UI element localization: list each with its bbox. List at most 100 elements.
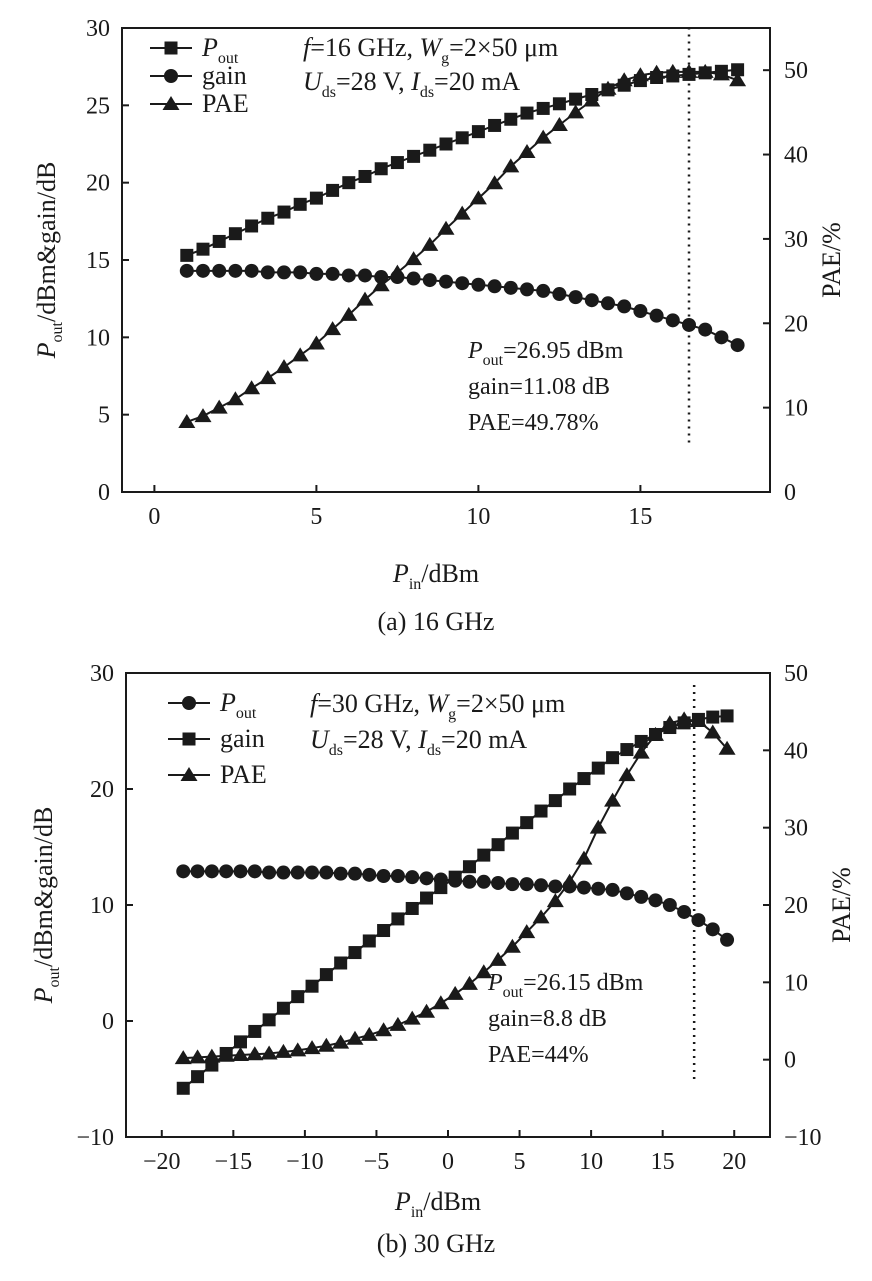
data-point: [503, 938, 521, 953]
data-point: [601, 296, 615, 311]
data-point: [210, 399, 228, 414]
legend-label: PAE: [202, 89, 249, 118]
data-point: [569, 92, 583, 106]
data-point: [334, 956, 348, 970]
data-point: [520, 282, 534, 297]
data-point: [455, 276, 470, 291]
data-point: [260, 1045, 278, 1060]
data-point: [405, 251, 423, 266]
legend-marker: [164, 69, 178, 83]
data-point: [706, 710, 720, 724]
data-point: [615, 72, 633, 87]
y-right-tick-label: 30: [784, 816, 808, 842]
data-point: [462, 860, 476, 874]
y-right-tick-label: 50: [784, 58, 808, 84]
data-point: [729, 72, 747, 87]
data-point: [475, 964, 493, 979]
legend-label: Pout: [201, 33, 239, 67]
conditions-text: f=16 GHz, Wg=2×50 μm: [303, 33, 558, 67]
y-left-tick-label: 0: [98, 480, 110, 506]
data-point: [204, 864, 219, 879]
x-tick-label: 5: [310, 504, 322, 530]
data-point: [261, 211, 275, 225]
data-point: [309, 266, 324, 281]
data-point: [680, 63, 698, 78]
legend-marker: [182, 696, 196, 710]
data-point: [228, 263, 243, 278]
data-point: [432, 995, 450, 1010]
data-point: [405, 870, 420, 885]
data-point: [519, 877, 534, 892]
data-point: [689, 712, 707, 727]
chart-panel-b: −20 −15 −10 −5 0 5 10 15 20 −10 0 10 20 30 −10 0 10 20 30 4…: [29, 661, 856, 1258]
data-point: [212, 263, 227, 278]
conditions-text: Uds=28 V, Ids=20 mA: [303, 67, 520, 101]
data-point: [648, 893, 663, 908]
y-left-tick-label: 20: [86, 171, 110, 197]
data-point: [305, 979, 319, 993]
data-point: [504, 112, 518, 126]
data-point: [388, 264, 406, 279]
data-point: [453, 205, 471, 220]
data-point: [552, 287, 567, 302]
data-point: [421, 236, 439, 251]
data-point: [469, 190, 487, 205]
panel-caption: (b) 30 GHz: [377, 1229, 495, 1258]
data-point: [275, 359, 293, 374]
legend-label: Pout: [219, 688, 257, 722]
y-right-axis-title: PAE/%: [827, 867, 856, 943]
data-point: [714, 330, 729, 345]
x-tick-label: −20: [143, 1149, 181, 1175]
data-point: [217, 1047, 235, 1062]
annotation-text: gain=8.8 dB: [488, 1006, 607, 1032]
data-point: [619, 886, 634, 901]
x-tick-label: 15: [628, 504, 652, 530]
data-point: [532, 909, 550, 924]
data-point: [291, 347, 309, 362]
panel-caption: (a) 16 GHz: [378, 607, 495, 636]
data-point: [362, 934, 376, 948]
data-point: [289, 1042, 307, 1057]
data-point: [698, 322, 713, 337]
data-point: [405, 901, 419, 915]
data-point: [704, 724, 722, 739]
data-point: [691, 913, 706, 928]
annotation-text: Pout=26.15 dBm: [487, 970, 644, 1001]
data-point: [489, 951, 507, 966]
data-point: [340, 306, 358, 321]
data-point: [647, 726, 665, 741]
data-point: [536, 283, 551, 298]
data-point: [422, 273, 437, 288]
data-point: [212, 234, 226, 248]
data-point: [324, 321, 342, 336]
data-point: [203, 1048, 221, 1063]
data-point: [305, 865, 320, 880]
y-right-tick-label: 30: [784, 227, 808, 253]
series-square: [176, 709, 734, 1095]
data-point: [231, 1047, 249, 1062]
data-point: [420, 891, 434, 905]
data-point: [389, 1016, 407, 1031]
data-point: [303, 1040, 321, 1055]
data-point: [190, 864, 205, 879]
data-point: [309, 191, 323, 205]
data-point: [518, 144, 536, 159]
data-point: [419, 871, 434, 886]
data-point: [375, 1022, 393, 1037]
data-point: [675, 711, 693, 726]
y-right-tick-label: 0: [784, 480, 796, 506]
data-point: [347, 866, 362, 881]
data-point: [477, 848, 491, 862]
legend-marker: [180, 767, 198, 781]
data-point: [407, 149, 421, 163]
data-point: [356, 291, 374, 306]
data-point: [633, 304, 648, 319]
y-right-tick-label: 40: [784, 143, 808, 169]
data-point: [290, 865, 305, 880]
data-point: [518, 924, 536, 939]
data-point: [348, 946, 362, 960]
data-point: [677, 904, 692, 919]
data-point: [276, 1001, 290, 1015]
data-point: [487, 279, 502, 294]
